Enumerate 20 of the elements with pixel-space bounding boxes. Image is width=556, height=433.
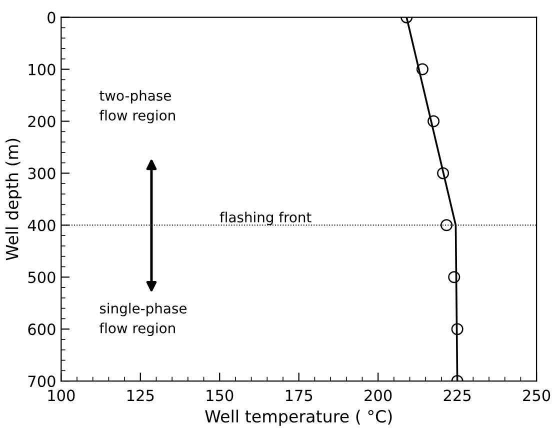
y-tick-label: 100 xyxy=(28,64,56,76)
y-tick-label: 200 xyxy=(28,116,56,128)
y-tick-label: 0 xyxy=(48,12,56,24)
annotation: two-phase flow region xyxy=(100,90,175,124)
annotation: single-phase flow region xyxy=(100,302,186,336)
x-tick-label: 225 xyxy=(444,390,471,402)
x-tick-label: 250 xyxy=(523,390,550,402)
y-tick-label: 300 xyxy=(28,168,56,180)
x-axis-title: Well temperature ( °C) xyxy=(205,410,392,426)
x-tick-label: 100 xyxy=(48,390,75,402)
y-tick-label: 700 xyxy=(28,376,56,388)
x-tick-label: 175 xyxy=(286,390,312,402)
x-tick-label: 125 xyxy=(127,390,154,402)
y-tick-label: 500 xyxy=(28,272,56,284)
ref-line-label: flashing front xyxy=(220,212,312,226)
y-axis-title: Well depth (m) xyxy=(5,138,22,260)
x-tick-label: 200 xyxy=(364,390,392,402)
x-tick-label: 150 xyxy=(206,390,234,402)
y-tick-label: 400 xyxy=(28,220,56,232)
y-tick-label: 600 xyxy=(28,324,56,336)
